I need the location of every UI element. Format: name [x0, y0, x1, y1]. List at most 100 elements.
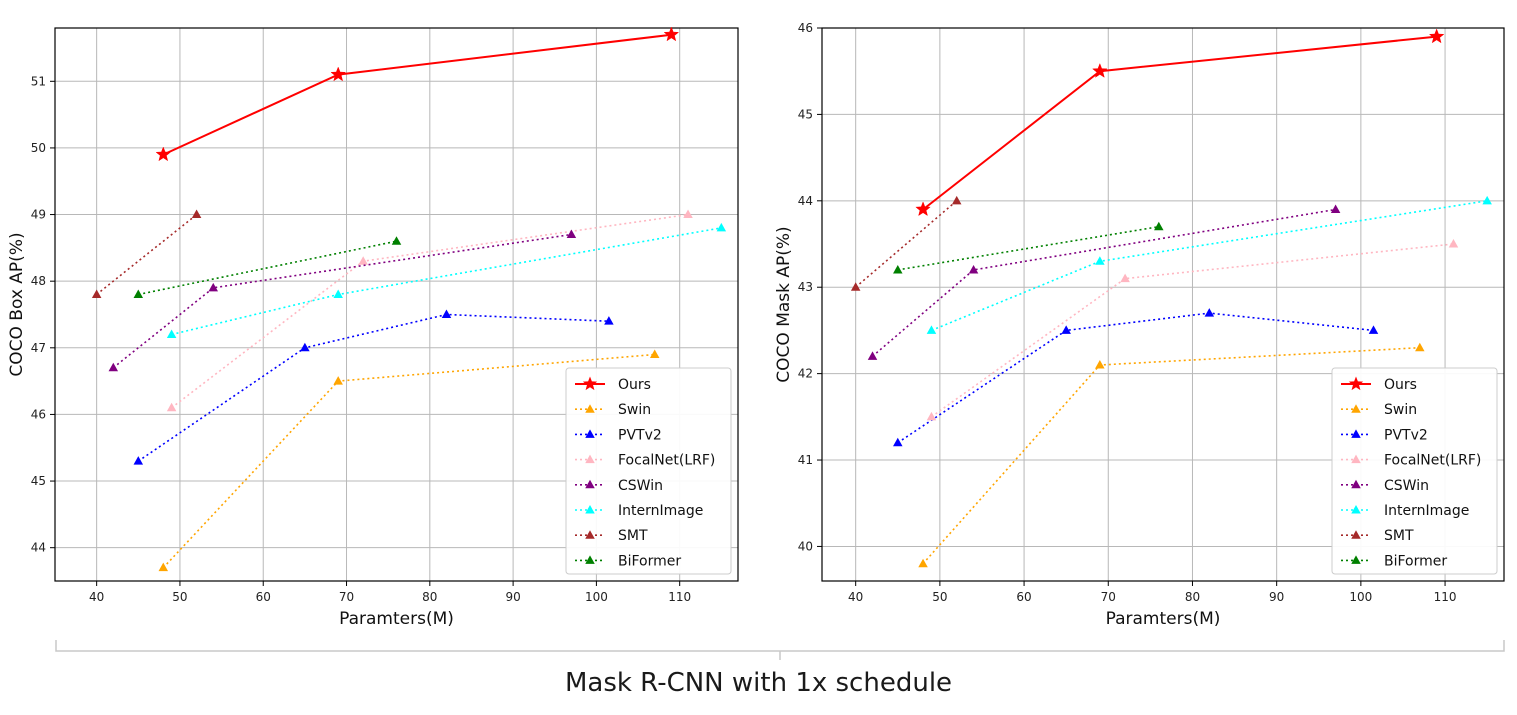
x-tick-label: 40	[89, 590, 104, 604]
legend-label: CSWin	[618, 478, 663, 494]
data-point-triangle	[566, 229, 577, 239]
data-point-triangle	[893, 264, 903, 274]
legend-item: Swin	[1341, 402, 1417, 418]
data-point-triangle	[166, 329, 177, 338]
series-swin	[158, 349, 660, 572]
series-focalnet-lrf-	[166, 209, 693, 412]
legend-box	[1331, 367, 1498, 575]
legend-marker-triangle	[1351, 404, 1361, 413]
x-tick-label: 40	[848, 590, 863, 604]
legend: Ours Swin PVTv2 FocalNet(LRF) CSWin InternIma…	[1331, 367, 1498, 575]
y-tick-label: 48	[31, 274, 46, 288]
data-point-star	[663, 26, 680, 42]
legend-marker-star	[582, 376, 598, 391]
data-point-triangle	[333, 289, 343, 299]
data-point-triangle	[968, 264, 979, 274]
series-cswin	[867, 204, 1341, 360]
x-tick-label: 110	[668, 590, 691, 604]
data-point-triangle	[951, 195, 962, 205]
data-point-star	[155, 146, 172, 162]
plot-frame	[54, 27, 739, 582]
legend-item: BiFormer	[1341, 553, 1447, 569]
data-point-triangle	[1095, 359, 1105, 369]
plot-frame	[821, 27, 1505, 582]
y-tick-label: 44	[31, 541, 46, 555]
series-focalnet-lrf-	[926, 239, 1459, 421]
legend-marker-triangle	[1351, 479, 1361, 489]
grouping-bracket	[55, 640, 1505, 652]
series-cswin	[108, 229, 577, 372]
legend-item: Ours	[1341, 376, 1417, 393]
legend-item: PVTv2	[1341, 427, 1428, 443]
data-point-triangle	[333, 376, 343, 385]
series-line	[855, 200, 958, 288]
x-tick-label: 70	[1101, 590, 1116, 604]
data-point-triangle	[1448, 239, 1459, 248]
chart-panel-1: 40 50 60 70 80 90 100 110 44 45 46 47 48 49 50 51 Paramt…	[7, 26, 739, 629]
x-axis-label: Paramters(M)	[339, 609, 454, 629]
legend-label: FocalNet(LRF)	[618, 453, 715, 469]
data-point-triangle	[683, 209, 693, 219]
legend-label: BiFormer	[618, 553, 681, 569]
data-point-triangle	[1095, 256, 1105, 265]
data-point-triangle	[716, 222, 727, 232]
data-point-triangle	[926, 325, 937, 334]
x-axis-label: Paramters(M)	[1106, 609, 1221, 629]
series-internimage	[926, 195, 1492, 334]
y-axis-label: COCO Box AP(%)	[7, 232, 27, 376]
data-point-triangle	[1120, 273, 1130, 283]
data-point-triangle	[1204, 308, 1215, 317]
legend-marker-triangle	[1351, 429, 1361, 438]
legend-marker-triangle	[585, 505, 595, 514]
legend-label: InternImage	[1384, 503, 1469, 519]
series-pvtv2	[893, 308, 1379, 447]
legend-label: Swin	[618, 402, 651, 418]
legend-label: SMT	[1384, 528, 1414, 544]
series-line	[162, 33, 672, 156]
data-point-triangle	[441, 309, 452, 318]
legend-marker-triangle	[585, 479, 595, 489]
legend-marker-triangle	[585, 530, 595, 539]
x-tick-label: 70	[339, 590, 354, 604]
legend-marker-triangle	[1351, 454, 1361, 464]
series-line	[137, 313, 609, 462]
series-line	[897, 225, 1159, 271]
series-pvtv2	[133, 309, 614, 465]
series-line	[138, 240, 397, 296]
data-point-triangle	[604, 316, 614, 325]
series-swin	[918, 342, 1425, 568]
x-tick-label: 90	[1269, 590, 1284, 604]
data-point-triangle	[166, 402, 177, 412]
legend-item: FocalNet(LRF)	[575, 453, 715, 469]
series-smt	[850, 195, 962, 291]
data-point-triangle	[649, 349, 660, 358]
data-point-triangle	[1482, 195, 1492, 205]
grid-lines	[55, 28, 738, 581]
y-tick-label: 43	[798, 280, 813, 294]
legend-marker-triangle	[585, 555, 595, 564]
legend-label: Ours	[618, 377, 651, 393]
y-tick-label: 45	[31, 474, 46, 488]
legend-marker-triangle	[1351, 530, 1361, 539]
data-point-star	[1428, 28, 1445, 44]
legend-label: BiFormer	[1384, 553, 1447, 569]
series-ours	[155, 26, 680, 162]
legend-item: Ours	[575, 376, 651, 393]
data-point-triangle	[108, 362, 119, 372]
x-tick-label: 100	[585, 590, 608, 604]
legend-item: InternImage	[575, 503, 703, 519]
legend-label: Swin	[1384, 402, 1417, 418]
chart-panel-2: 40 50 60 70 80 90 100 110 40 41 42 43 44 45 46 Paramter…	[774, 21, 1505, 629]
data-point-star	[1092, 63, 1108, 78]
legend-label: CSWin	[1384, 478, 1429, 494]
legend-item: FocalNet(LRF)	[1341, 453, 1481, 469]
y-axis-label: COCO Mask AP(%)	[774, 226, 794, 382]
series-line	[96, 213, 198, 296]
y-tick-label: 50	[31, 141, 46, 155]
data-point-triangle	[358, 256, 368, 265]
x-tick-label: 50	[932, 590, 947, 604]
series-smt	[91, 209, 202, 299]
legend-item: SMT	[1341, 528, 1414, 544]
data-point-star	[330, 66, 346, 82]
